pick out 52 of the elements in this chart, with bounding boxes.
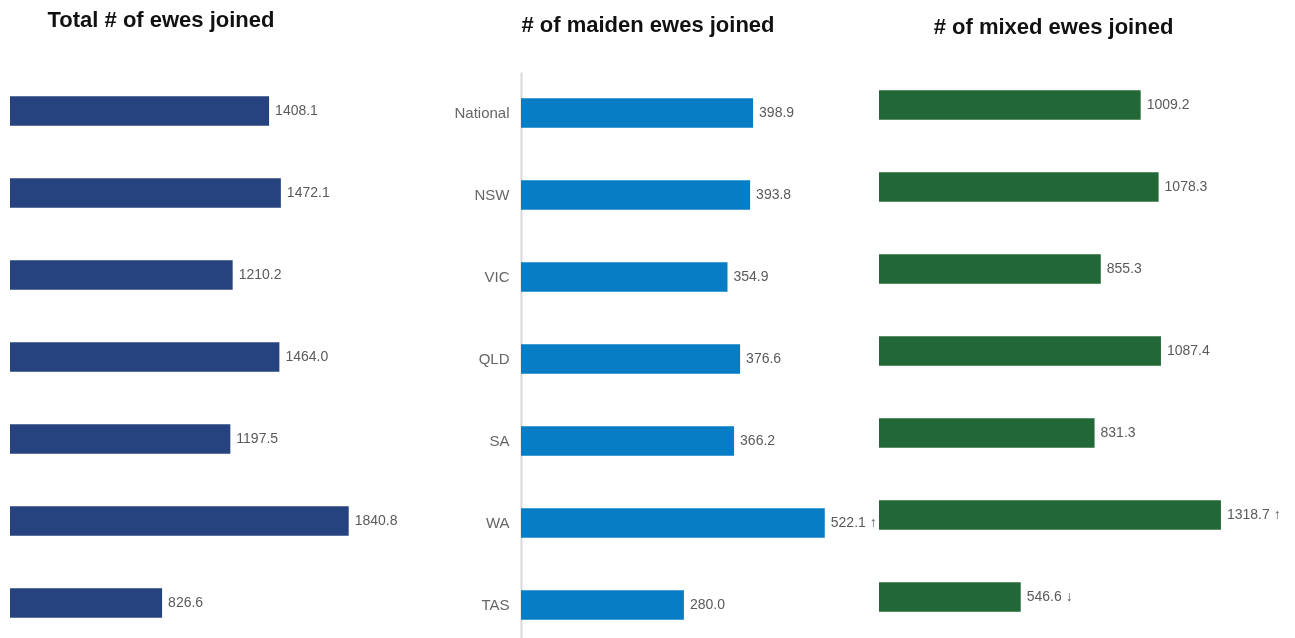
bar <box>10 506 349 536</box>
y-tick-label: QLD <box>478 350 510 367</box>
data-label: 855.3 <box>1106 260 1143 276</box>
bar <box>521 344 741 374</box>
data-label: 398.9 <box>759 104 795 120</box>
bar <box>879 90 1141 120</box>
data-label: 1009.2 <box>1146 96 1190 112</box>
data-label: 546.6 ↓ <box>1026 588 1073 604</box>
data-label: 1464.0 <box>285 348 329 364</box>
data-label: 354.9 <box>733 268 769 284</box>
y-tick-label: SA <box>489 432 510 449</box>
bar <box>521 98 754 128</box>
bar <box>879 500 1221 530</box>
y-tick-label: TAS <box>481 596 510 613</box>
data-label: 393.8 <box>756 186 792 202</box>
bar <box>10 424 231 454</box>
data-label: 1408.1 <box>275 102 319 118</box>
data-label: 1087.4 <box>1166 342 1210 358</box>
data-label: 826.6 <box>168 594 204 610</box>
data-label: 1210.2 <box>238 266 282 282</box>
bar <box>10 260 233 290</box>
data-label: 1318.7 ↑ <box>1226 506 1281 522</box>
data-label: 1078.3 <box>1164 178 1208 194</box>
y-tick-label: National <box>454 104 510 121</box>
y-tick-label: NSW <box>474 186 511 203</box>
bar <box>879 254 1101 284</box>
chart-title: # of maiden ewes joined <box>521 12 775 37</box>
bar <box>521 508 825 538</box>
data-label: 366.2 <box>740 432 776 448</box>
chart-title: # of mixed ewes joined <box>933 14 1174 39</box>
bar <box>521 180 751 210</box>
bar <box>879 582 1021 612</box>
bar <box>10 96 270 126</box>
bar <box>10 588 163 618</box>
data-label: 1472.1 <box>286 184 330 200</box>
chart-title: Total # of ewes joined <box>47 7 275 32</box>
data-label: 522.1 ↑ <box>830 514 877 530</box>
bar <box>521 426 735 456</box>
bar <box>10 178 281 208</box>
data-label: 280.0 <box>689 596 726 612</box>
bar <box>879 336 1161 366</box>
data-label: 376.6 <box>746 350 782 366</box>
bar <box>521 262 728 292</box>
data-label: 831.3 <box>1100 424 1136 440</box>
bar <box>10 342 280 372</box>
bar <box>879 172 1159 202</box>
data-label: 1840.8 <box>354 512 398 528</box>
y-tick-label: WA <box>485 514 510 531</box>
data-label: 1197.5 <box>236 430 279 446</box>
y-tick-label: VIC <box>484 268 510 285</box>
bar <box>879 418 1095 448</box>
bar <box>521 590 684 620</box>
